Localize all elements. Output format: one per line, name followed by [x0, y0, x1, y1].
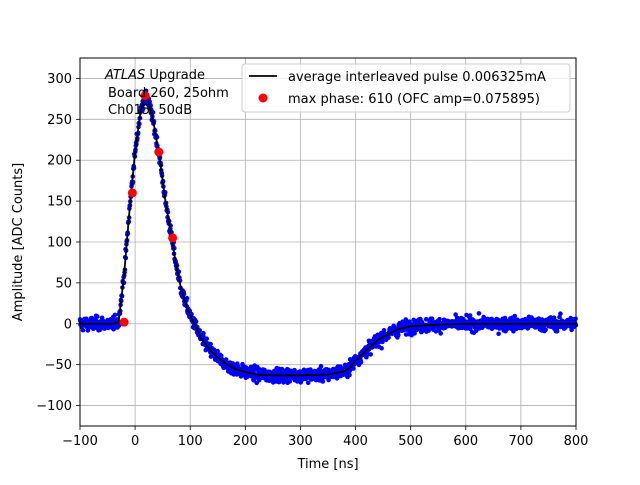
y-axis-label: Amplitude [ADC Counts]	[11, 163, 26, 321]
sample-point	[512, 313, 517, 319]
sample-point	[358, 360, 364, 365]
sample-point	[379, 345, 384, 351]
x-tick-label: 800	[564, 434, 589, 449]
x-axis-label: Time [ns]	[296, 457, 358, 472]
max-phase-point	[168, 233, 178, 243]
sample-point	[184, 295, 190, 301]
sample-point	[347, 372, 352, 378]
sample-scatter	[77, 88, 579, 386]
sample-point	[543, 327, 548, 333]
sample-point	[423, 317, 429, 322]
sample-point	[496, 331, 501, 337]
y-tick-label: 200	[47, 154, 72, 169]
max-phase-points	[119, 91, 178, 327]
y-tick-label: 150	[47, 195, 72, 210]
sample-point	[283, 370, 289, 376]
sample-point	[351, 366, 356, 371]
x-tick-label: 100	[178, 434, 203, 449]
max-phase-point	[119, 317, 129, 327]
x-tick-label: 0	[131, 434, 139, 449]
sample-point	[80, 327, 86, 333]
sample-point	[215, 348, 220, 354]
x-tick-label: 200	[233, 434, 258, 449]
x-tick-label: −100	[62, 434, 98, 449]
max-phase-point	[127, 188, 137, 198]
sample-point	[326, 377, 331, 383]
legend-label-average: average interleaved pulse 0.006325mA	[288, 70, 546, 85]
sample-point	[112, 312, 118, 318]
sample-point	[407, 319, 412, 325]
sample-point	[105, 325, 111, 331]
sample-point	[95, 314, 100, 319]
sample-point	[204, 336, 209, 342]
annotation-line-3: Ch015, 50dB	[108, 103, 192, 118]
annotation-upgrade: Upgrade	[145, 68, 205, 83]
sample-point	[281, 380, 286, 385]
y-tick-label: 300	[47, 72, 72, 87]
sample-point	[438, 331, 444, 336]
annotation-line-2: Board 260, 25ohm	[108, 86, 229, 101]
y-tick-label: 50	[55, 276, 72, 291]
average-pulse-line-group	[80, 94, 576, 377]
y-tick-label: 100	[47, 236, 72, 251]
sample-point	[468, 326, 473, 332]
x-tick-label: 300	[288, 434, 313, 449]
sample-point	[386, 335, 391, 340]
legend-box	[241, 63, 571, 113]
y-tick-label: −100	[36, 399, 72, 414]
x-tick-label: 500	[398, 434, 423, 449]
sample-point	[396, 332, 401, 338]
sample-point	[437, 316, 442, 322]
sample-point	[467, 313, 473, 318]
x-tick-label: 600	[453, 434, 478, 449]
annotation-atlas: ATLAS	[104, 68, 145, 83]
legend-marker-swatch	[258, 93, 268, 103]
axis-ticks: −100 0 100 200 300 400 500 600 700 800 −100 −50 0 50 1…	[36, 72, 588, 449]
average-pulse-line	[80, 94, 576, 377]
sample-point	[305, 380, 311, 386]
max-phase-point	[140, 91, 150, 101]
max-phase-point	[154, 147, 164, 157]
sample-point	[476, 311, 482, 316]
sample-point	[287, 379, 293, 384]
sample-point	[429, 316, 435, 322]
y-tick-label: −50	[45, 358, 72, 373]
annotation-line-1: ATLAS Upgrade	[104, 68, 205, 83]
sample-point	[368, 352, 374, 357]
sample-point	[208, 341, 213, 347]
sample-point	[193, 319, 199, 324]
y-tick-label: 0	[64, 317, 72, 332]
legend-label-max-phase: max phase: 610 (OFC amp=0.075895)	[288, 92, 540, 107]
sample-point	[201, 330, 206, 336]
legend: average interleaved pulse 0.006325mA max…	[241, 63, 571, 113]
atlas-annotation: ATLAS Upgrade Board 260, 25ohm Ch015, 50…	[104, 68, 229, 118]
sample-point	[554, 329, 560, 334]
y-tick-label: 250	[47, 113, 72, 128]
sample-point	[558, 311, 563, 317]
sample-point	[320, 379, 326, 384]
sample-point	[318, 363, 324, 369]
x-tick-label: 400	[343, 434, 368, 449]
x-tick-label: 700	[508, 434, 533, 449]
